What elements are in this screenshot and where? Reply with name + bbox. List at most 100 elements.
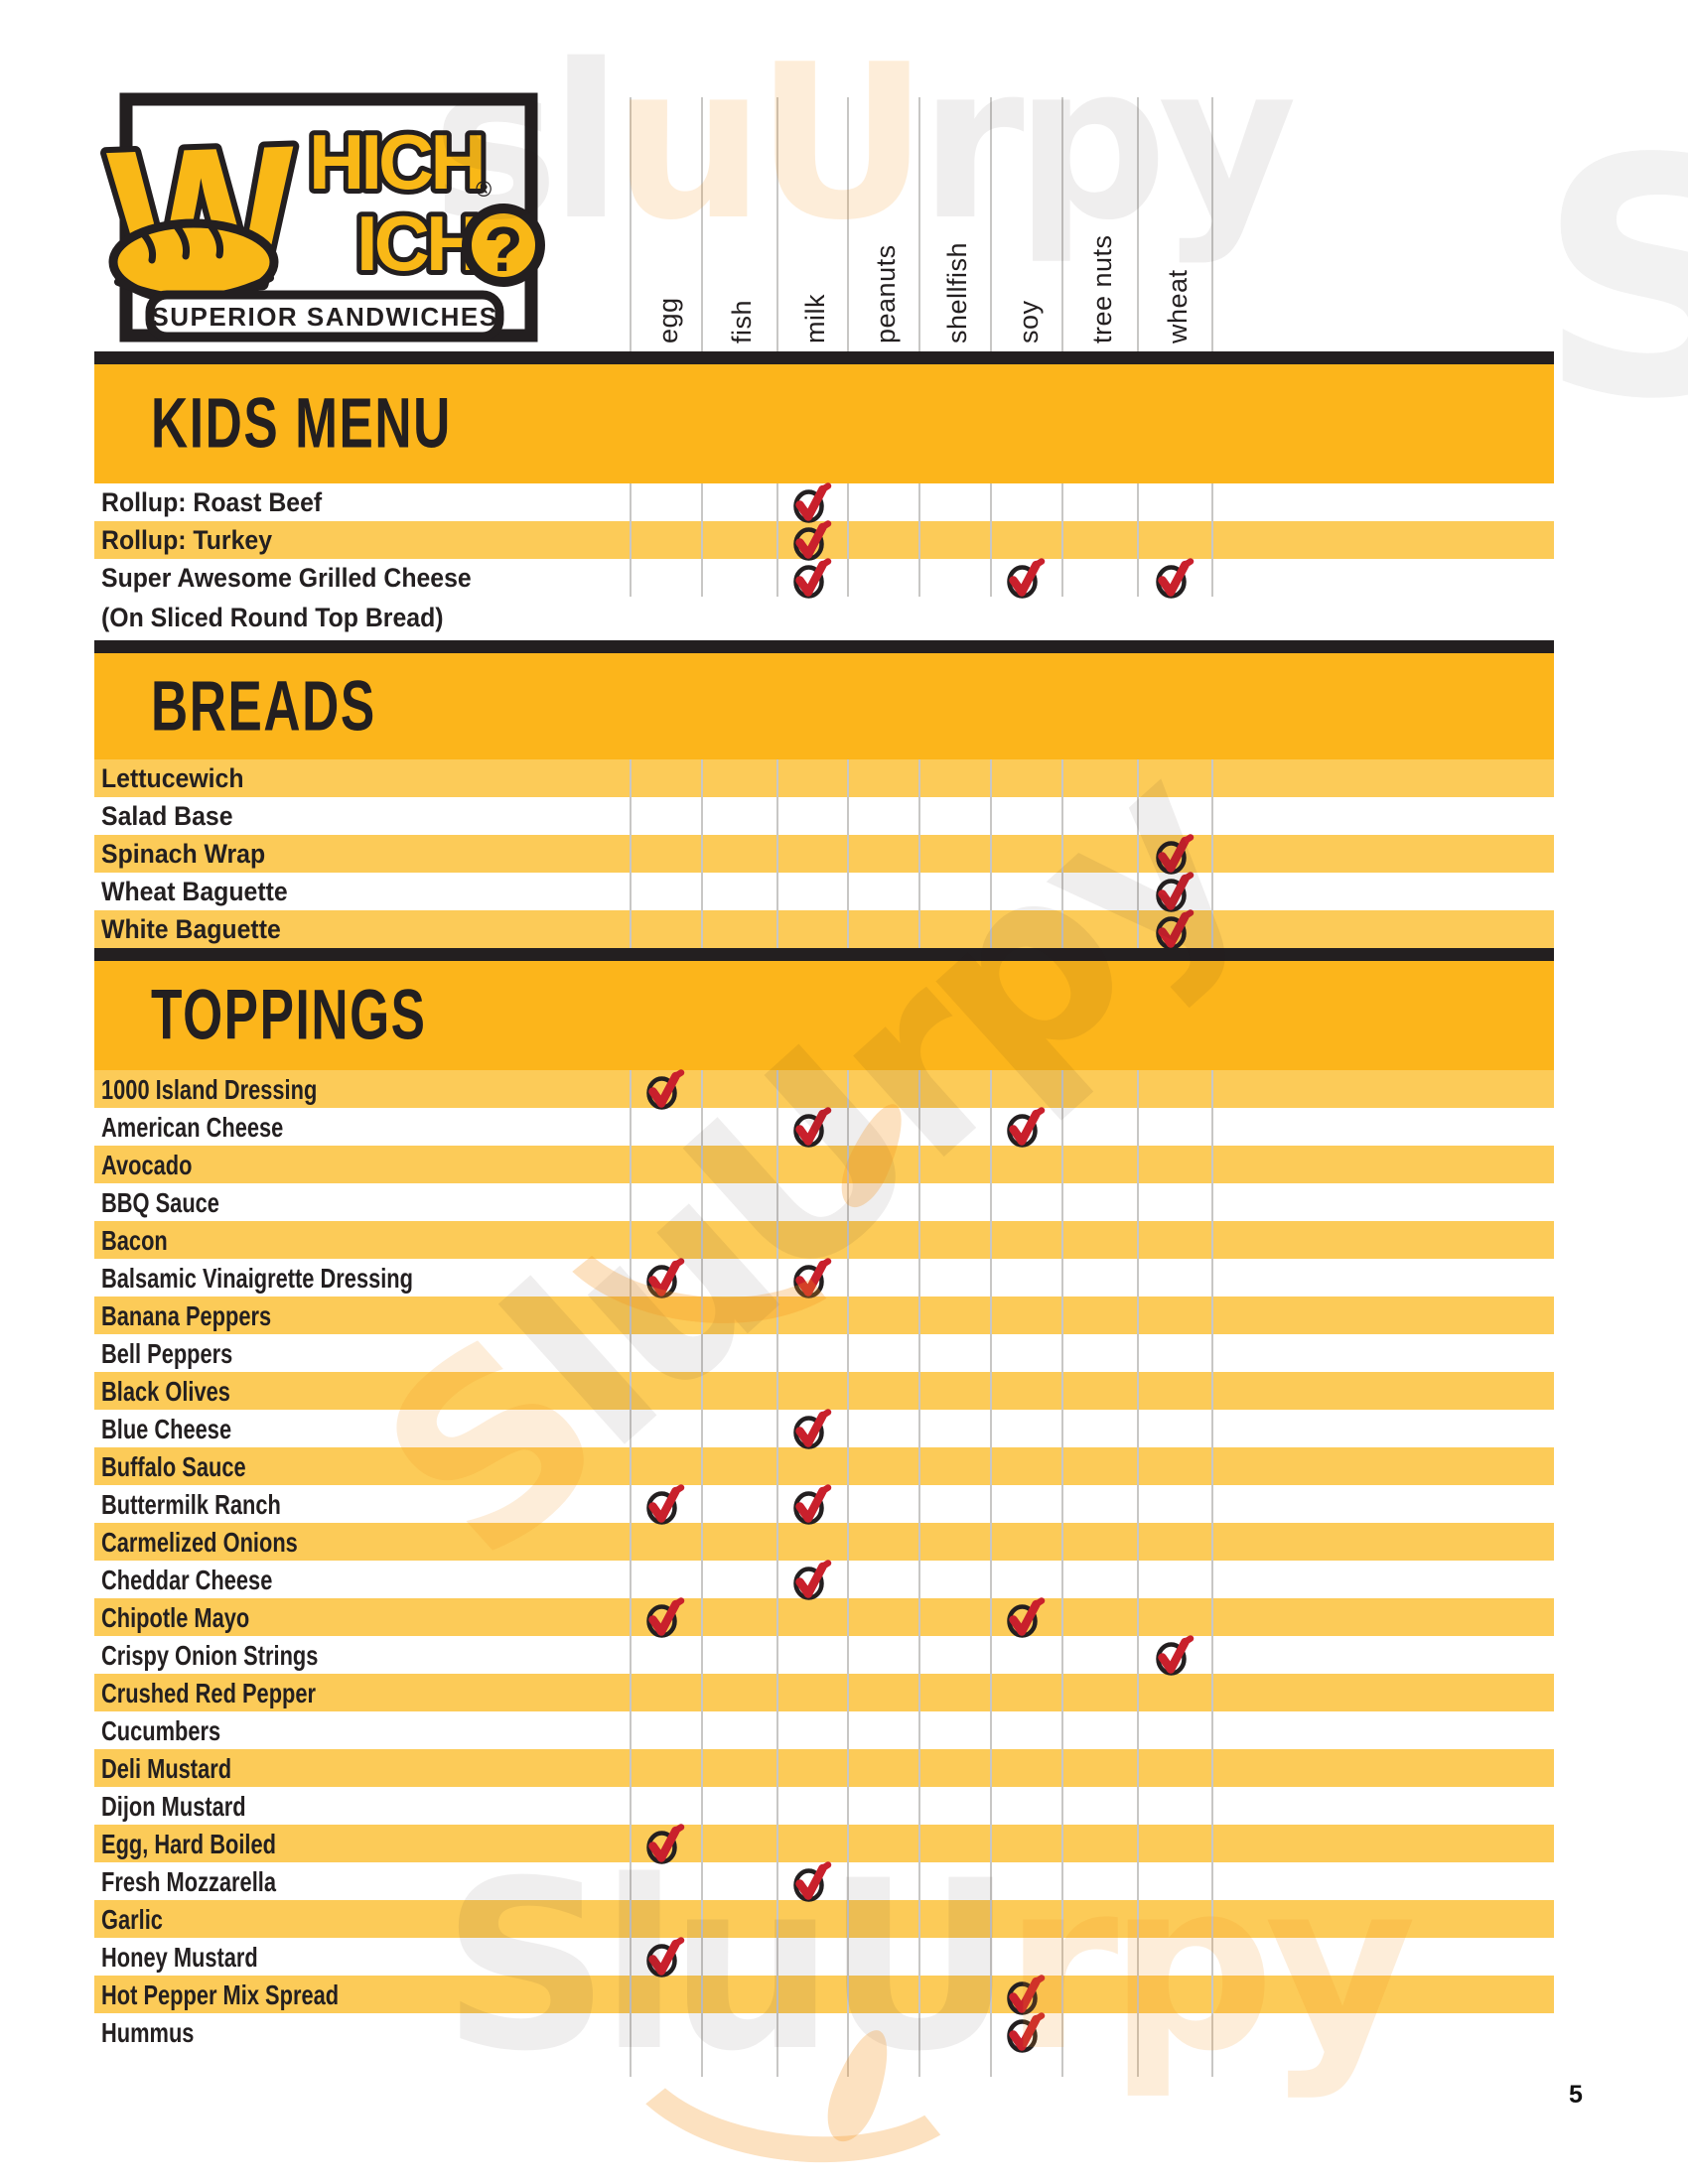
row-label: Cucumbers (101, 1715, 221, 1746)
grid-line (630, 97, 632, 351)
grid-line (776, 97, 778, 351)
allergen-check-icon (1006, 1594, 1046, 1640)
row-label: Spinach Wrap (101, 839, 266, 869)
grid-line (630, 483, 632, 597)
allergen-check-icon (645, 1481, 685, 1527)
column-header-egg: egg (653, 297, 683, 343)
table-row: Balsamic Vinaigrette Dressing (94, 1258, 1554, 1298)
row-label: Lettucewich (101, 763, 244, 793)
watermark-text: sluUrpy (432, 18, 1297, 267)
table-row: Hot Pepper Mix Spread (94, 1975, 1554, 2015)
row-label: Buffalo Sauce (101, 1451, 246, 1482)
section-title: TOPPINGS (151, 974, 427, 1054)
row-label: Honey Mustard (101, 1942, 258, 1973)
page-number: 5 (1569, 2081, 1583, 2109)
row-label: Fresh Mozzarella (101, 1866, 276, 1897)
table-row: Garlic (94, 1900, 1554, 1938)
row-label: Bell Peppers (101, 1338, 233, 1369)
grid-line (847, 1070, 849, 2077)
section-header-band: TOPPINGS (94, 961, 1554, 1070)
grid-line (1061, 1070, 1063, 2077)
allergen-table: KIDS MENU Rollup: Roast Beef Rollup: Turk… (94, 351, 1554, 2077)
table-row: Deli Mustard (94, 1749, 1554, 1787)
grid-line (776, 1070, 778, 2077)
row-label-continuation: (On Sliced Round Top Bread) (101, 603, 444, 632)
table-row: Banana Peppers (94, 1297, 1554, 1334)
row-label: Hot Pepper Mix Spread (101, 1979, 340, 2010)
allergen-check-icon (1155, 831, 1195, 877)
allergen-check-icon (1155, 555, 1195, 601)
grid-line (701, 97, 703, 351)
section-rows: 1000 Island Dressing American Cheese Avo… (94, 1069, 1554, 2077)
row-label: Black Olives (101, 1376, 230, 1407)
table-row: Avocado (94, 1146, 1554, 1183)
row-label: Wheat Baguette (101, 877, 288, 906)
grid-line (990, 483, 992, 597)
allergen-check-icon (1006, 1104, 1046, 1150)
grid-line (990, 1070, 992, 2077)
row-label: Cheddar Cheese (101, 1565, 273, 1595)
table-row: Lettucewich (94, 759, 1554, 797)
table-row: Carmelized Onions (94, 1523, 1554, 1561)
allergen-check-icon (792, 1557, 832, 1602)
grid-line (990, 97, 992, 351)
grid-line (1211, 97, 1213, 351)
grid-line (776, 759, 778, 948)
row-label: BBQ Sauce (101, 1187, 219, 1218)
which-wich-logo-art: W HICH ICH ® ? SUPERIOR SANDWICHES (98, 92, 545, 342)
table-row: Bell Peppers (94, 1334, 1554, 1372)
row-label: White Baguette (101, 914, 281, 944)
table-row: Crushed Red Pepper (94, 1674, 1554, 1711)
row-label: Balsamic Vinaigrette Dressing (101, 1263, 413, 1294)
allergen-check-icon (1155, 1632, 1195, 1678)
grid-line (918, 759, 920, 948)
column-header-peanuts: peanuts (871, 244, 901, 343)
section-divider (94, 640, 1554, 653)
allergen-check-icon (1006, 2009, 1046, 2055)
section-header-band: BREADS (94, 653, 1554, 759)
grid-line (701, 1070, 703, 2077)
table-row: 1000 Island Dressing (94, 1069, 1554, 1110)
table-row: Cucumbers (94, 1711, 1554, 1749)
table-row-continuation: (On Sliced Round Top Bread) (94, 597, 1554, 640)
allergen-check-icon (792, 1481, 832, 1527)
column-header-soy: soy (1014, 300, 1044, 343)
grid-line (918, 1070, 920, 2077)
grid-line (1137, 97, 1139, 351)
logo-tagline: SUPERIOR SANDWICHES (145, 290, 504, 341)
table-row: Buttermilk Ranch (94, 1484, 1554, 1525)
column-header-fish: fish (727, 299, 757, 343)
svg-text:SUPERIOR SANDWICHES: SUPERIOR SANDWICHES (151, 302, 497, 332)
watermark-text: S (1537, 89, 1688, 471)
section-toppings: TOPPINGS 1000 Island Dressing American Ch… (94, 948, 1554, 2077)
row-label: Salad Base (101, 801, 233, 831)
row-label: Banana Peppers (101, 1300, 272, 1331)
table-row: Crispy Onion Strings (94, 1635, 1554, 1676)
table-row: Wheat Baguette (94, 872, 1554, 912)
column-header-tree-nuts: tree nuts (1087, 234, 1117, 343)
table-row: BBQ Sauce (94, 1183, 1554, 1221)
row-label: Crushed Red Pepper (101, 1678, 317, 1708)
allergen-check-icon (645, 1255, 685, 1300)
column-header-shellfish: shellfish (942, 241, 972, 343)
allergen-check-icon (792, 1406, 832, 1451)
row-label: Carmelized Onions (101, 1527, 298, 1558)
grid-line (990, 759, 992, 948)
grid-line (1211, 483, 1213, 597)
grid-line (1137, 483, 1139, 597)
column-header-wheat: wheat (1162, 269, 1193, 343)
row-label: Dijon Mustard (101, 1791, 246, 1822)
row-label: Super Awesome Grilled Cheese (101, 563, 472, 593)
table-row: Dijon Mustard (94, 1787, 1554, 1825)
row-label: Avocado (101, 1150, 193, 1180)
allergen-check-icon (645, 1934, 685, 1979)
table-row: Honey Mustard (94, 1937, 1554, 1978)
allergen-check-icon (645, 1821, 685, 1866)
grid-line (847, 759, 849, 948)
table-row: Salad Base (94, 797, 1554, 835)
grid-line (1061, 483, 1063, 597)
column-header-milk: milk (799, 294, 830, 343)
table-row: American Cheese (94, 1107, 1554, 1148)
row-label: American Cheese (101, 1112, 284, 1143)
